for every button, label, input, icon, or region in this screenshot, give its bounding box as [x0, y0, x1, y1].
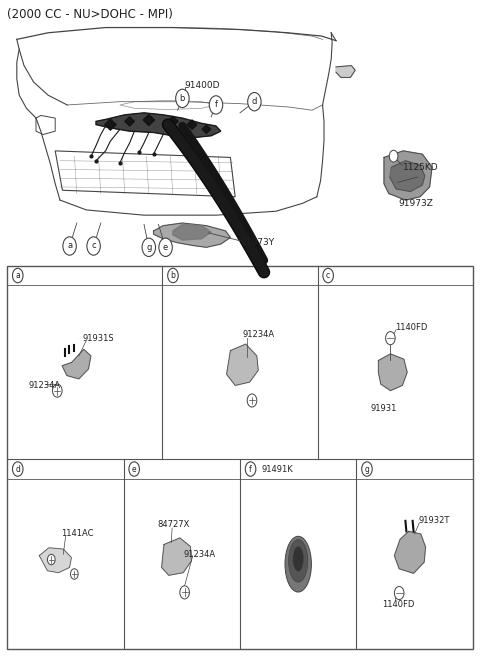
Ellipse shape [293, 546, 303, 571]
Text: 91932T: 91932T [419, 516, 450, 525]
Text: 91973Y: 91973Y [240, 238, 274, 247]
Circle shape [209, 96, 223, 114]
Text: 91973Z: 91973Z [398, 199, 433, 208]
Text: a: a [15, 271, 20, 280]
Polygon shape [39, 548, 72, 573]
Circle shape [142, 238, 156, 256]
Circle shape [159, 238, 172, 256]
Circle shape [385, 331, 395, 345]
Polygon shape [62, 349, 91, 379]
Polygon shape [154, 223, 230, 247]
Text: 91491K: 91491K [262, 464, 293, 474]
Circle shape [247, 394, 257, 407]
Bar [7, 266, 473, 649]
Text: e: e [163, 243, 168, 252]
Text: (2000 CC - NU>DOHC - MPI): (2000 CC - NU>DOHC - MPI) [7, 8, 173, 21]
Polygon shape [395, 531, 426, 573]
Circle shape [12, 268, 23, 283]
Text: 1125KD: 1125KD [403, 163, 439, 172]
Text: 1140FD: 1140FD [395, 323, 428, 332]
Text: 91234A: 91234A [242, 331, 275, 339]
Circle shape [129, 462, 140, 476]
Ellipse shape [288, 539, 308, 583]
Polygon shape [173, 224, 211, 240]
Circle shape [52, 384, 62, 397]
Circle shape [180, 586, 190, 599]
Circle shape [168, 268, 178, 283]
Ellipse shape [285, 537, 312, 592]
Polygon shape [143, 115, 155, 125]
Text: g: g [146, 243, 152, 252]
Circle shape [389, 150, 398, 162]
Text: 1140FD: 1140FD [383, 600, 415, 609]
Circle shape [176, 89, 189, 108]
Circle shape [48, 554, 55, 565]
Text: e: e [132, 464, 136, 474]
Circle shape [362, 462, 372, 476]
Text: c: c [326, 271, 330, 280]
Text: 84727X: 84727X [158, 520, 190, 529]
Circle shape [12, 462, 23, 476]
Text: 91234A: 91234A [28, 381, 60, 390]
Text: d: d [252, 97, 257, 106]
Text: 91931: 91931 [370, 404, 396, 413]
Text: 91400D: 91400D [185, 81, 220, 90]
Polygon shape [187, 120, 197, 129]
Circle shape [63, 237, 76, 255]
Polygon shape [162, 538, 192, 575]
Circle shape [248, 92, 261, 111]
Polygon shape [105, 119, 116, 130]
Circle shape [395, 586, 404, 600]
Text: d: d [15, 464, 20, 474]
Circle shape [71, 569, 78, 579]
Text: 91234A: 91234A [183, 550, 216, 559]
Text: b: b [170, 271, 175, 280]
Text: c: c [91, 241, 96, 251]
Circle shape [87, 237, 100, 255]
Circle shape [323, 268, 334, 283]
Polygon shape [378, 354, 407, 391]
Text: 91931S: 91931S [83, 334, 114, 342]
Text: f: f [249, 464, 252, 474]
Polygon shape [384, 151, 432, 200]
Polygon shape [202, 125, 211, 133]
Polygon shape [336, 66, 355, 77]
Text: b: b [180, 94, 185, 103]
Text: 1141AC: 1141AC [61, 529, 94, 538]
Polygon shape [168, 116, 178, 127]
Text: a: a [67, 241, 72, 251]
Polygon shape [227, 344, 258, 386]
Text: f: f [215, 100, 217, 110]
Text: g: g [364, 464, 370, 474]
Polygon shape [125, 117, 134, 126]
Polygon shape [390, 161, 425, 192]
Circle shape [245, 462, 256, 476]
Polygon shape [96, 113, 221, 138]
